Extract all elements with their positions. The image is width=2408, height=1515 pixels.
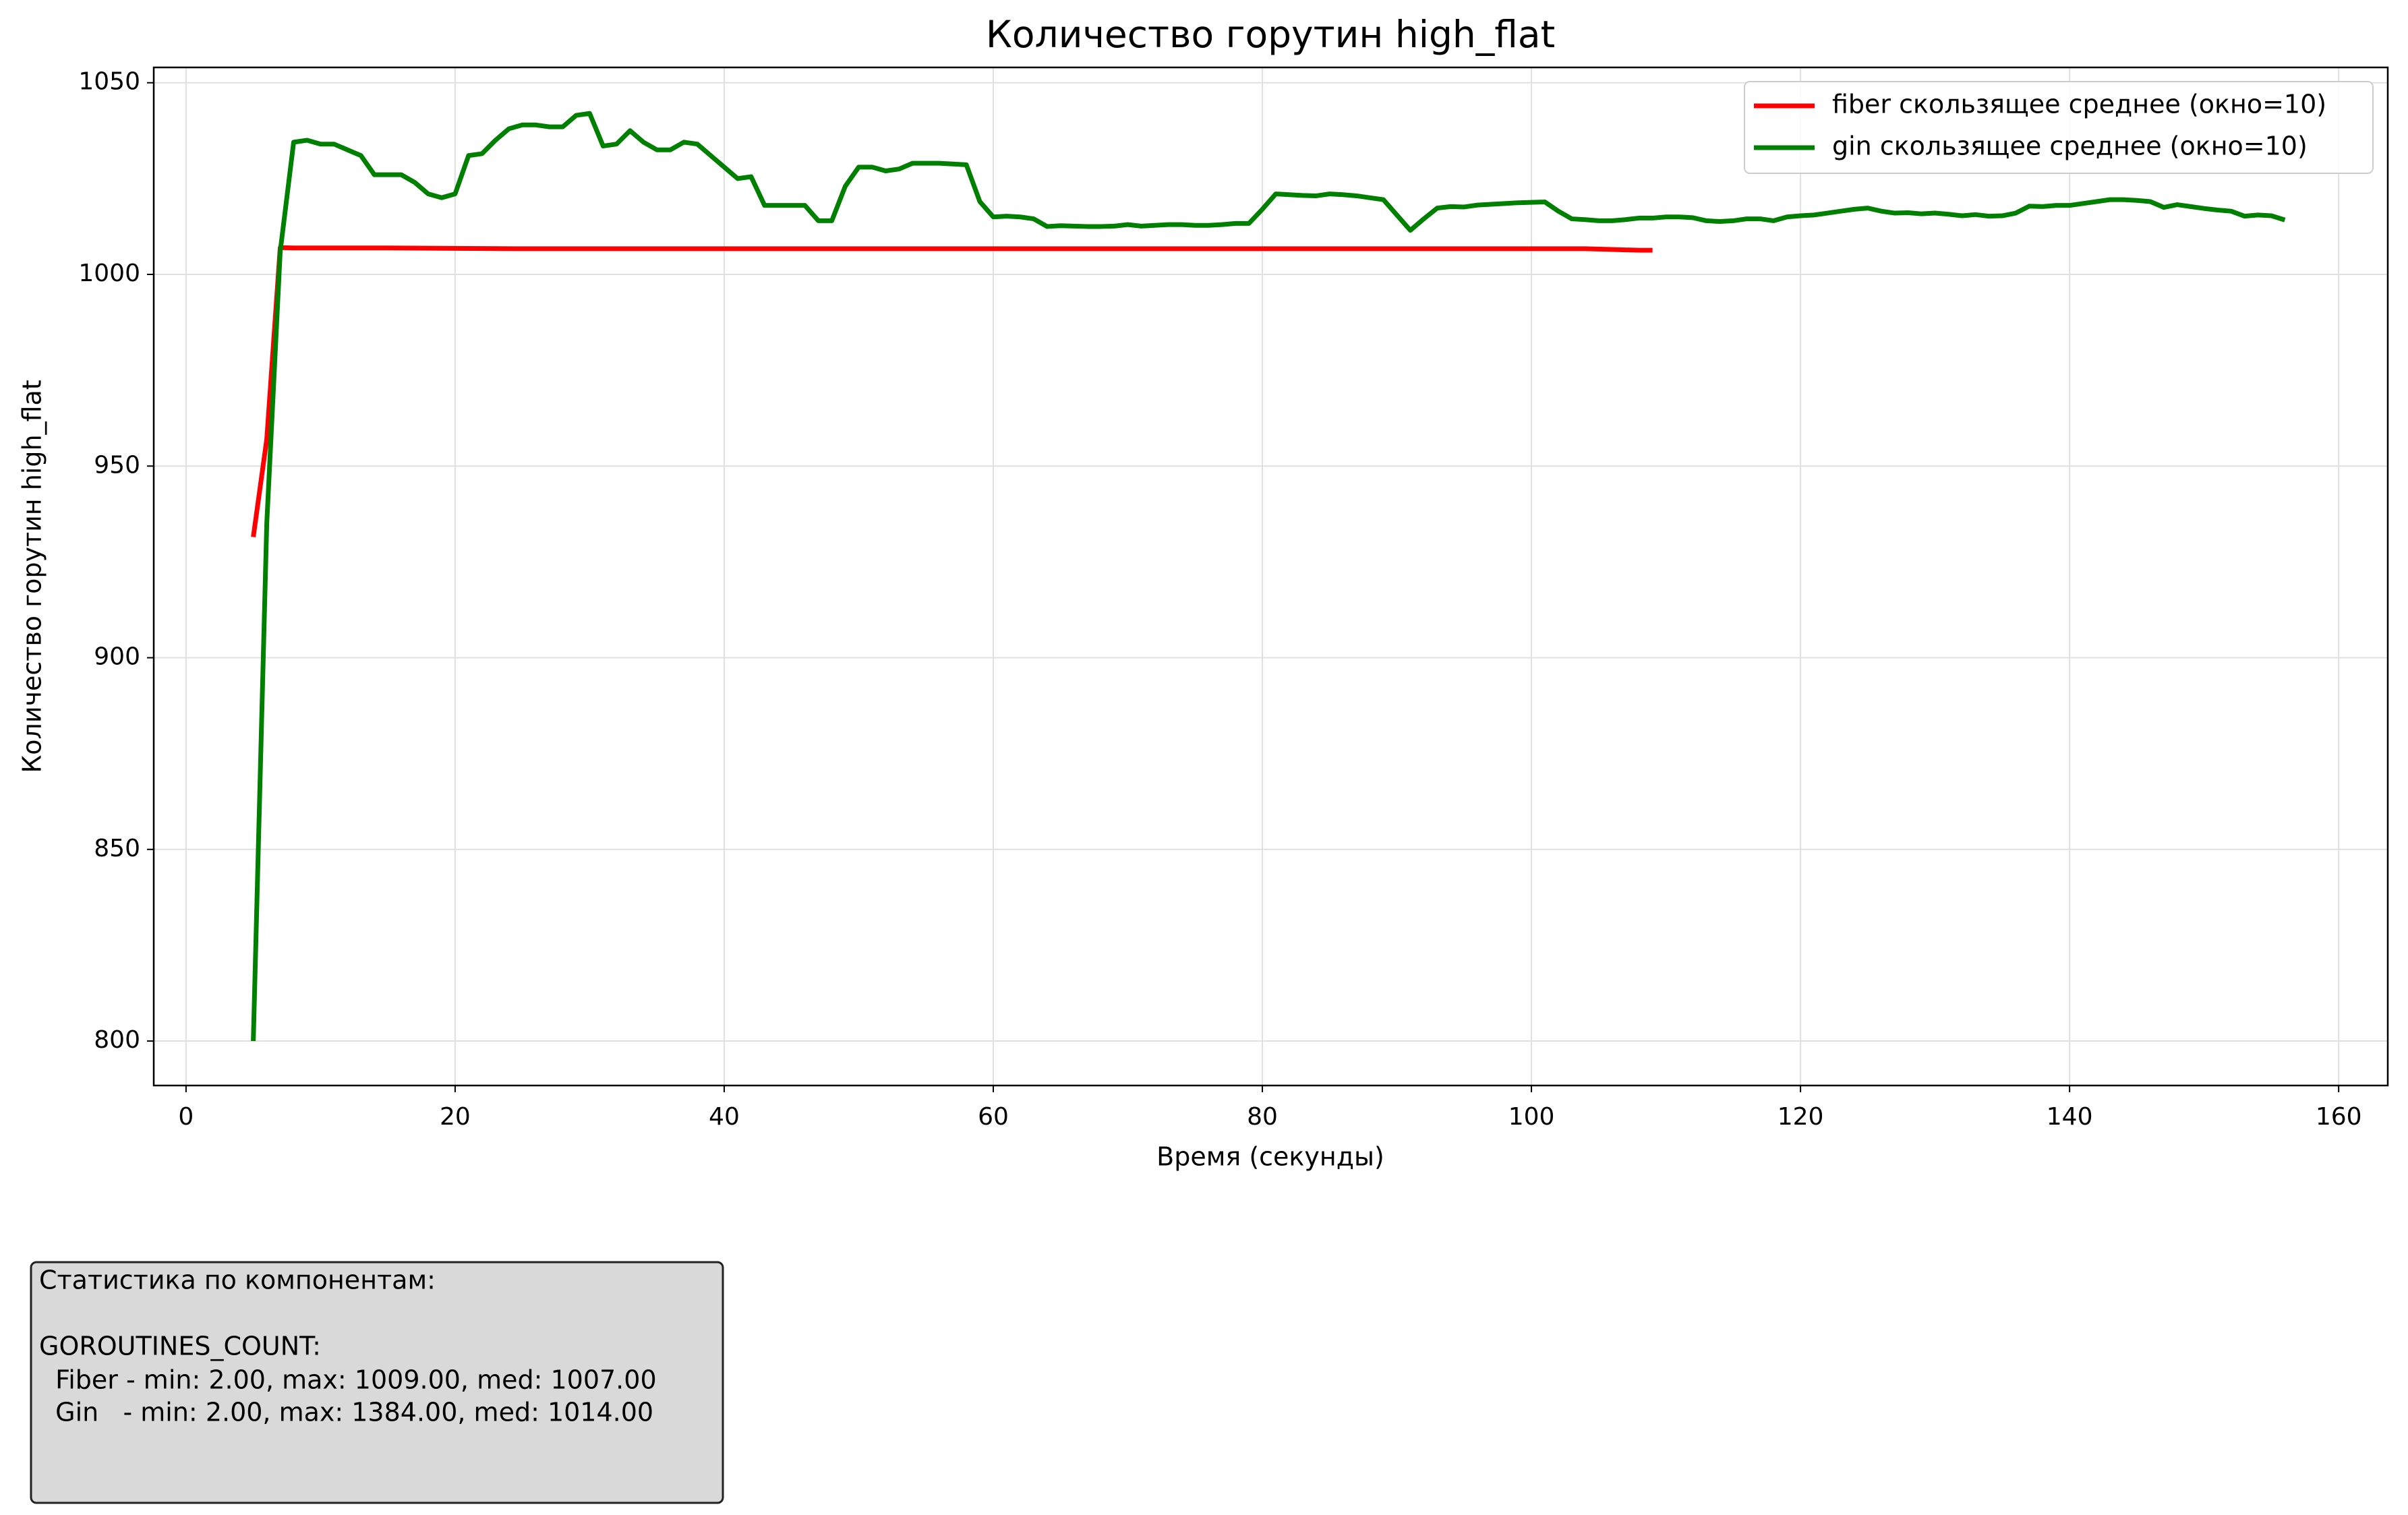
x-tick-label: 80 xyxy=(1247,1103,1278,1131)
chart-title: Количество горутин high_flat xyxy=(986,13,1555,56)
x-tick-label: 60 xyxy=(978,1103,1009,1131)
legend-label: gin скользящее среднее (окно=10) xyxy=(1832,131,2308,161)
legend-label: fiber скользящее среднее (окно=10) xyxy=(1832,90,2326,119)
y-tick-label: 1000 xyxy=(78,260,140,287)
x-tick-label: 100 xyxy=(1508,1103,1555,1131)
y-tick-label: 850 xyxy=(94,835,140,862)
plot-frame xyxy=(152,66,2389,1087)
stats-box xyxy=(30,1261,724,1504)
stats-text: GOROUTINES_COUNT: xyxy=(39,1332,321,1361)
x-axis-label: Время (секунды) xyxy=(1156,1142,1384,1172)
x-tick-label: 40 xyxy=(709,1103,740,1131)
series-line xyxy=(251,245,1653,537)
legend-box xyxy=(1744,81,2374,174)
y-tick-label: 1050 xyxy=(78,68,140,96)
series-line xyxy=(251,111,2286,1042)
y-tick-label: 950 xyxy=(94,451,140,479)
stats-text: Fiber - min: 2.00, max: 1009.00, med: 10… xyxy=(39,1365,657,1395)
y-axis-label: Количество горутин high_flat xyxy=(18,380,47,773)
x-tick-label: 120 xyxy=(1778,1103,1824,1131)
x-tick-label: 160 xyxy=(2316,1103,2362,1131)
x-tick-label: 20 xyxy=(440,1103,471,1131)
y-tick-label: 800 xyxy=(94,1026,140,1054)
stats-text: Gin - min: 2.00, max: 1384.00, med: 1014… xyxy=(39,1398,653,1427)
x-tick-label: 0 xyxy=(178,1103,194,1131)
y-tick-label: 900 xyxy=(94,643,140,671)
x-tick-label: 140 xyxy=(2047,1103,2093,1131)
stats-text: Статистика по компонентам: xyxy=(39,1266,436,1295)
